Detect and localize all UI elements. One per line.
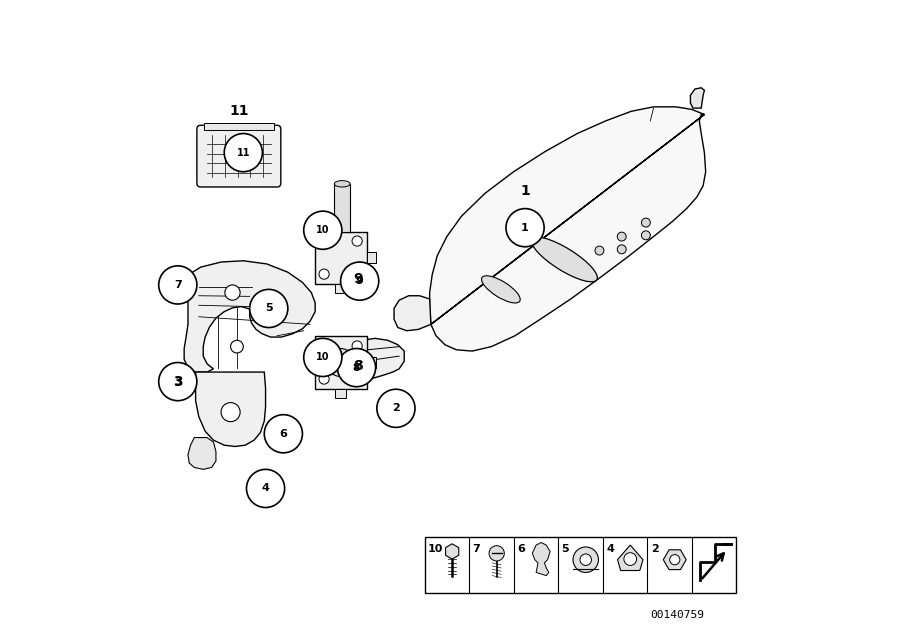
Text: 10: 10 (316, 352, 329, 363)
Circle shape (352, 374, 362, 384)
Polygon shape (663, 550, 686, 570)
Circle shape (319, 341, 329, 351)
Text: 6: 6 (518, 544, 525, 553)
Circle shape (377, 389, 415, 427)
Bar (314, 232, 366, 284)
Circle shape (230, 340, 243, 353)
Text: 8: 8 (354, 359, 364, 373)
Circle shape (158, 266, 197, 304)
Circle shape (303, 338, 342, 377)
Bar (335, 284, 346, 293)
Text: 3: 3 (173, 375, 183, 389)
Polygon shape (184, 261, 315, 372)
Polygon shape (532, 543, 550, 576)
Circle shape (265, 415, 302, 453)
Text: 2: 2 (392, 403, 400, 413)
Circle shape (595, 246, 604, 255)
Bar (366, 357, 375, 368)
Circle shape (670, 555, 680, 565)
Circle shape (617, 232, 626, 241)
Text: 7: 7 (472, 544, 481, 553)
Circle shape (489, 546, 504, 561)
Circle shape (221, 403, 240, 422)
Circle shape (580, 554, 591, 565)
Bar (366, 252, 375, 263)
Polygon shape (188, 438, 216, 469)
Polygon shape (195, 372, 266, 446)
Text: 11: 11 (230, 104, 248, 118)
Text: 1: 1 (521, 223, 529, 233)
Text: 10: 10 (428, 544, 444, 553)
Circle shape (247, 469, 284, 508)
Circle shape (506, 209, 544, 247)
Circle shape (224, 134, 263, 172)
Circle shape (352, 341, 362, 351)
Text: 4: 4 (607, 544, 614, 553)
FancyBboxPatch shape (197, 125, 281, 187)
Text: 7: 7 (174, 280, 182, 290)
Circle shape (352, 236, 362, 246)
Text: 10: 10 (316, 225, 329, 235)
Text: 5: 5 (265, 303, 273, 314)
Text: 8: 8 (353, 363, 360, 373)
Circle shape (225, 285, 240, 300)
Circle shape (352, 269, 362, 279)
Text: 5: 5 (562, 544, 570, 553)
Ellipse shape (334, 181, 350, 187)
Text: 2: 2 (651, 544, 659, 553)
Text: 9: 9 (354, 272, 364, 286)
Circle shape (340, 262, 379, 300)
Circle shape (303, 211, 342, 249)
Circle shape (319, 374, 329, 384)
Text: 3: 3 (174, 377, 182, 387)
Polygon shape (349, 338, 404, 378)
Circle shape (338, 349, 375, 387)
Polygon shape (617, 545, 643, 570)
Circle shape (333, 355, 348, 370)
Polygon shape (429, 107, 706, 351)
Text: 6: 6 (279, 429, 287, 439)
Text: 1: 1 (520, 184, 530, 198)
Bar (314, 336, 366, 389)
Circle shape (642, 231, 651, 240)
Text: 4: 4 (262, 483, 269, 494)
Ellipse shape (482, 276, 520, 303)
Bar (204, 123, 274, 130)
Text: 11: 11 (237, 148, 250, 158)
Bar (425, 537, 736, 593)
Circle shape (327, 349, 355, 377)
Bar (335, 389, 346, 398)
Text: 9: 9 (356, 276, 364, 286)
Circle shape (249, 289, 288, 328)
Bar (334, 184, 350, 232)
Circle shape (319, 236, 329, 246)
Text: 00140759: 00140759 (651, 610, 705, 620)
Ellipse shape (532, 237, 598, 282)
Circle shape (624, 553, 636, 565)
Polygon shape (394, 296, 431, 331)
Circle shape (158, 363, 197, 401)
Circle shape (319, 269, 329, 279)
Circle shape (573, 547, 598, 572)
Polygon shape (446, 544, 459, 559)
Polygon shape (690, 88, 705, 108)
Circle shape (642, 218, 651, 227)
Circle shape (617, 245, 626, 254)
